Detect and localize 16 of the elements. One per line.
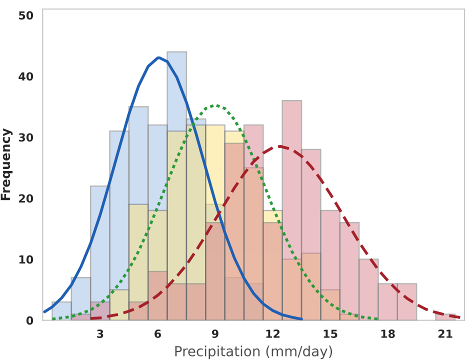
y-tick-label: 50 <box>19 11 34 20</box>
y-tick-label: 40 <box>18 72 34 81</box>
y-tick-label: 0 <box>26 316 34 325</box>
x-tick-label: 15 <box>324 330 338 338</box>
x-tick-label: 21 <box>438 330 452 338</box>
x-tick-label: 9 <box>212 330 218 338</box>
x-tick-label: 3 <box>97 330 104 338</box>
x-tick-label: 6 <box>154 330 161 338</box>
x-axis-title: Precipitation (mm/day) <box>175 346 332 360</box>
y-tick-label: 20 <box>19 194 34 203</box>
y-tick-label: 30 <box>18 133 34 142</box>
line-series <box>43 56 303 320</box>
x-tick-label: 18 <box>381 330 395 338</box>
x-tick-label: 12 <box>266 330 280 338</box>
y-axis-title: Frequency <box>0 128 13 200</box>
y-tick-label: 10 <box>19 255 34 264</box>
